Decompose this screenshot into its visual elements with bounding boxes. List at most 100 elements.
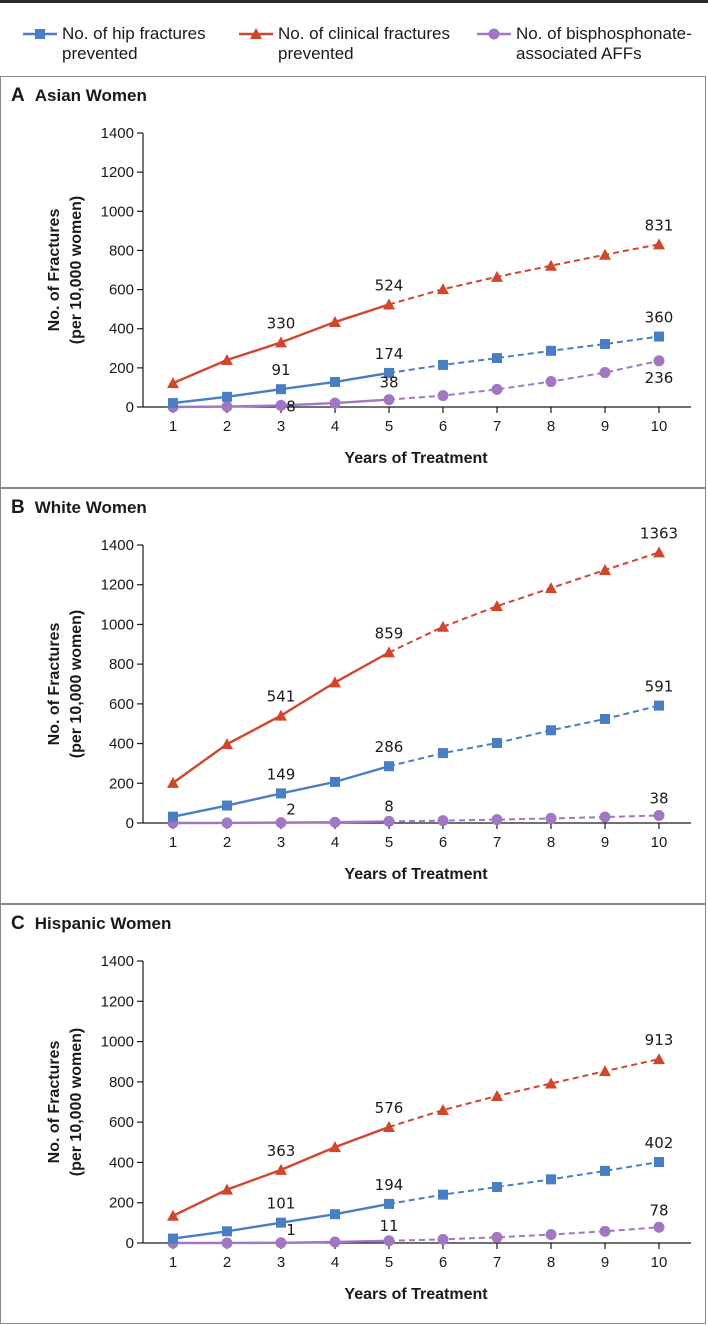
- y-tick-label: 1200: [101, 993, 134, 1010]
- series-line-dashed-1: [388, 243, 660, 306]
- x-tick-label: 8: [547, 834, 555, 851]
- data-point: [545, 1077, 557, 1089]
- data-point: [221, 738, 233, 750]
- data-label: 149: [267, 765, 296, 783]
- series-line-dashed-1: [388, 1058, 660, 1128]
- legend-marker-1: [250, 28, 262, 39]
- data-point: [438, 1189, 448, 1200]
- x-tick-label: 5: [385, 1254, 393, 1271]
- data-label: 360: [645, 309, 674, 327]
- y-axis-title-line: (per 10,000 women): [68, 1028, 85, 1177]
- data-label: 38: [649, 789, 668, 807]
- y-tick-label: 1200: [101, 164, 134, 181]
- y-axis-title-line: No. of Fractures: [46, 209, 63, 332]
- legend-item-aff: No. of bisphosphonate- associated AFFs: [476, 24, 692, 64]
- data-point: [167, 377, 179, 389]
- data-point: [168, 1233, 178, 1244]
- data-label: 91: [271, 361, 290, 379]
- data-point: [492, 353, 502, 364]
- legend: No. of hip fractures prevented No. of cl…: [0, 18, 708, 74]
- data-label: 236: [645, 369, 674, 387]
- data-point: [330, 376, 340, 387]
- data-point: [329, 1236, 341, 1248]
- data-point: [599, 1065, 611, 1077]
- data-point: [384, 761, 394, 772]
- data-point: [384, 1198, 394, 1209]
- data-label: 78: [649, 1201, 668, 1219]
- data-point: [276, 1217, 286, 1228]
- y-axis-title: No. of Fractures (per 10,000 women): [46, 610, 85, 759]
- data-label: 524: [375, 276, 404, 294]
- data-point: [491, 383, 503, 395]
- legend-swatch-hip: [23, 29, 57, 39]
- data-point: [221, 1237, 233, 1249]
- data-label: 831: [645, 216, 674, 234]
- x-tick-label: 10: [651, 834, 668, 851]
- y-tick-label: 800: [109, 1074, 134, 1091]
- data-point: [653, 1053, 665, 1065]
- data-point: [276, 384, 286, 395]
- top-rule: [0, 0, 708, 3]
- x-tick-label: 6: [439, 418, 447, 435]
- data-point: [275, 817, 287, 829]
- data-point: [221, 1183, 233, 1195]
- data-point: [383, 1235, 395, 1247]
- data-point: [222, 800, 232, 811]
- data-point: [275, 336, 287, 348]
- data-point: [653, 355, 665, 367]
- data-point: [599, 1225, 611, 1237]
- x-tick-label: 1: [169, 1254, 177, 1271]
- y-tick-label: 1000: [101, 203, 134, 220]
- data-label: 1363: [640, 524, 678, 542]
- data-point: [221, 401, 233, 413]
- data-point: [654, 1157, 664, 1168]
- data-point: [653, 238, 665, 250]
- data-point: [221, 354, 233, 366]
- y-tick-label: 800: [109, 242, 134, 259]
- x-tick-label: 6: [439, 834, 447, 851]
- y-axis-title-line: No. of Fractures: [46, 623, 63, 746]
- data-point: [492, 737, 502, 748]
- data-label: 8: [286, 397, 296, 415]
- y-axis-title-line: No. of Fractures: [46, 1041, 63, 1164]
- panel-a-chart: 0 200 400 600 800 1000 1200 1400 1 2 3 4 5 6 7 8 9 10 Year…: [46, 125, 691, 467]
- data-point: [275, 709, 287, 721]
- data-point: [653, 809, 665, 821]
- data-point: [384, 367, 394, 378]
- data-point: [654, 331, 664, 342]
- series-line-dashed-1: [388, 551, 660, 654]
- data-point: [546, 345, 556, 356]
- y-tick-label: 400: [109, 321, 134, 338]
- x-tick-label: 3: [277, 1254, 285, 1271]
- data-point: [491, 814, 503, 826]
- data-label: 38: [379, 374, 398, 392]
- data-point: [545, 1229, 557, 1241]
- data-label: 101: [267, 1195, 296, 1213]
- data-point: [653, 1221, 665, 1233]
- x-tick-label: 5: [385, 834, 393, 851]
- data-label: 591: [645, 678, 674, 696]
- y-tick-label: 0: [126, 1235, 134, 1252]
- legend-item-hip: No. of hip fractures prevented: [22, 24, 206, 64]
- series-line-dashed-0: [388, 335, 660, 374]
- x-tick-label: 5: [385, 418, 393, 435]
- x-tick-label: 2: [223, 418, 231, 435]
- legend-item-clinical: No. of clinical fractures prevented: [238, 24, 450, 64]
- data-label: 913: [645, 1031, 674, 1049]
- x-tick-label: 1: [169, 418, 177, 435]
- data-point: [437, 1233, 449, 1245]
- data-point: [383, 646, 395, 658]
- legend-marker-2: [488, 28, 500, 40]
- y-tick-label: 1000: [101, 616, 134, 633]
- data-label: 194: [375, 1176, 404, 1194]
- x-tick-label: 1: [169, 834, 177, 851]
- y-tick-label: 200: [109, 775, 134, 792]
- panel-a-title-text: Asian Women: [34, 86, 147, 105]
- y-tick-label: 600: [109, 696, 134, 713]
- y-tick-label: 400: [109, 1154, 134, 1171]
- x-tick-label: 3: [277, 834, 285, 851]
- data-point: [437, 620, 449, 632]
- y-axis-title: No. of Fractures (per 10,000 women): [46, 1028, 85, 1177]
- data-point: [491, 600, 503, 612]
